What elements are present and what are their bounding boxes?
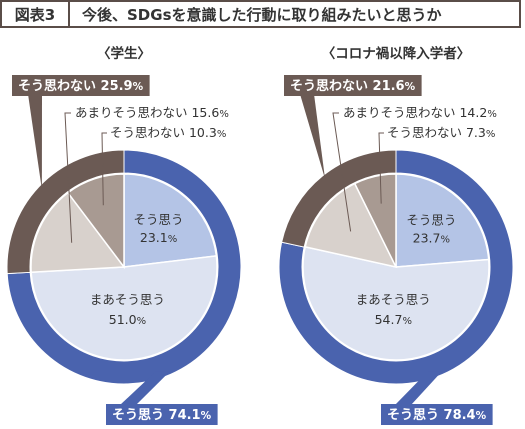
chart-1-inner-slice-disagree bbox=[66, 173, 125, 270]
chart-2-label-disagree: そう思わない 7.3% bbox=[387, 125, 495, 140]
chart-2-leader-disagree bbox=[378, 132, 384, 204]
chart-1-label-disagree: そう思わない 10.3% bbox=[110, 125, 226, 140]
chart-1-badge-disagree: そう思わない 25.9% bbox=[18, 79, 144, 94]
chart-2-positive-pointer bbox=[395, 371, 442, 405]
figure-title: 今後、SDGsを意識した行動に取り組みたいと思うか bbox=[82, 5, 442, 24]
chart-1-value-somewhat-agree: 51.0% bbox=[109, 312, 146, 327]
chart-1-inner-slice-agree bbox=[123, 173, 218, 268]
chart-1-leader-somewhat-disagree bbox=[64, 112, 73, 243]
chart-1-outer-ring-disagree bbox=[6, 149, 125, 275]
chart-2-inner-slice-disagree bbox=[353, 173, 397, 268]
chart-1-title: 〈学生〉 bbox=[97, 45, 151, 62]
chart-1-positive-pointer bbox=[120, 371, 170, 405]
chart-1-inner-slice-somewhat-disagree bbox=[30, 191, 126, 274]
chart-2-outer-ring-disagree bbox=[281, 149, 397, 248]
chart-1-label-somewhat-disagree: あまりそう思わない 15.6% bbox=[75, 105, 229, 120]
chart-2-inner-slice-somewhat-agree bbox=[302, 245, 490, 361]
chart-1-negative-pointer bbox=[28, 94, 42, 190]
chart-2-badge-disagree-bg bbox=[284, 75, 422, 96]
chart-2-label-agree: そう思う bbox=[406, 213, 456, 228]
chart-2-badge-agree-bg bbox=[381, 404, 493, 425]
chart-1-outer-ring-agree bbox=[6, 149, 242, 385]
chart-1-inner-slice-somewhat-agree bbox=[30, 255, 218, 361]
chart-2-value-agree: 23.7% bbox=[413, 231, 450, 246]
figure-header: 図表3 今後、SDGsを意識した行動に取り組みたいと思うか bbox=[0, 0, 521, 28]
chart-2-inner-slice-somewhat-disagree bbox=[304, 182, 398, 269]
chart-2-badge-disagree: そう思わない 21.6% bbox=[290, 79, 416, 94]
chart-2-label-somewhat-agree: まあそう思う bbox=[356, 292, 431, 307]
chart-1-label-agree: そう思う bbox=[134, 212, 184, 227]
chart-2-label-somewhat-disagree: あまりそう思わない 14.2% bbox=[343, 105, 497, 120]
chart-1-value-agree: 23.1% bbox=[140, 230, 177, 245]
chart-2-outer-ring-agree bbox=[278, 149, 514, 385]
chart-2-negative-pointer bbox=[300, 94, 326, 180]
chart-2-title: 〈コロナ禍以降入学者〉 bbox=[322, 45, 471, 62]
chart-1-label-somewhat-agree: まあそう思う bbox=[90, 292, 165, 307]
chart-2-value-somewhat-agree: 54.7% bbox=[375, 312, 412, 327]
chart-2-inner-slice-agree bbox=[395, 173, 490, 268]
figure-label: 図表3 bbox=[2, 2, 70, 26]
chart-2-leader-somewhat-disagree bbox=[332, 112, 352, 232]
chart-1-leader-disagree bbox=[101, 132, 107, 206]
chart-2-badge-agree: そう思う 78.4% bbox=[387, 408, 487, 423]
chart-1-badge-agree: そう思う 74.1% bbox=[112, 408, 212, 423]
chart-1-badge-agree-bg bbox=[106, 404, 218, 425]
chart-1-badge-disagree-bg bbox=[12, 75, 150, 96]
